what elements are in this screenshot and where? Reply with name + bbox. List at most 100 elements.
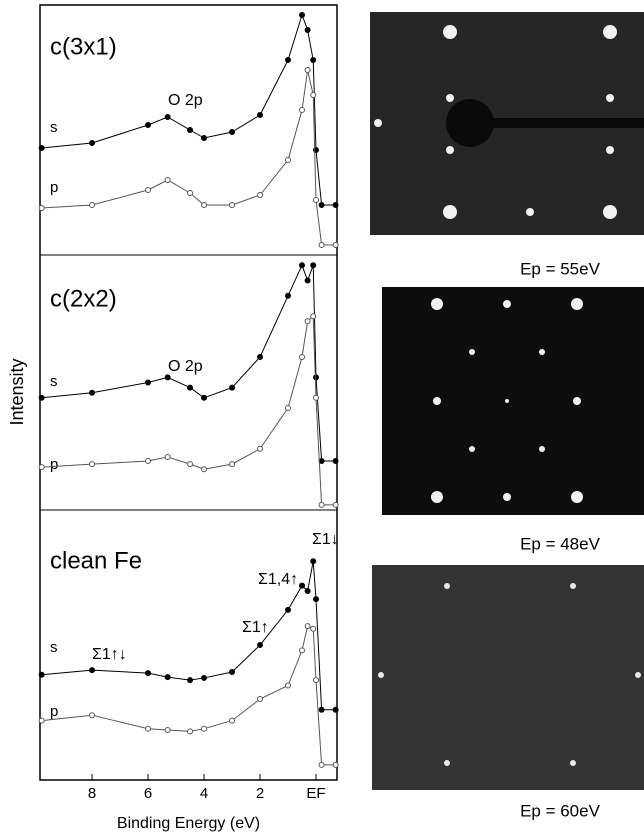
x-tick-label: 8 [88, 785, 96, 802]
panel-title: c(2x2) [50, 285, 117, 312]
data-point [89, 140, 96, 146]
data-point [310, 262, 317, 269]
data-point [145, 725, 152, 732]
data-point [318, 501, 325, 508]
data-point [229, 202, 236, 208]
data-point [299, 582, 306, 589]
x-tick-label: 2 [256, 785, 264, 802]
data-point [313, 596, 320, 603]
data-point [257, 354, 264, 360]
data-point [299, 354, 306, 360]
annotation: Σ1,4↑ [258, 571, 298, 588]
data-point [299, 262, 306, 269]
data-point [332, 242, 339, 248]
x-tick-label: 4 [200, 785, 208, 802]
data-point [257, 445, 264, 452]
x-axis-label: Binding Energy (eV) [117, 815, 260, 832]
data-point [187, 728, 194, 735]
data-point [201, 394, 208, 401]
data-point [229, 669, 236, 675]
data-point [187, 190, 194, 196]
data-point [285, 606, 292, 613]
series-label: p [50, 179, 58, 196]
series-label: s [50, 119, 58, 136]
panel-title: c(3x1) [50, 33, 117, 60]
data-point [299, 12, 306, 18]
series-line [41, 625, 336, 766]
data-point [201, 725, 208, 732]
annotation: O 2p [168, 358, 203, 375]
data-point [145, 379, 152, 386]
series-label: p [50, 456, 58, 473]
data-point [89, 461, 96, 468]
data-point [229, 717, 236, 724]
data-point [187, 127, 194, 133]
data-point [304, 277, 311, 284]
data-point [38, 394, 45, 401]
data-point [304, 588, 311, 594]
leed-image [382, 287, 644, 515]
data-point [285, 157, 292, 163]
data-point [285, 682, 292, 689]
annotation: Σ1↑↓ [92, 646, 127, 663]
annotation: Σ1↓ [312, 531, 339, 548]
data-point [257, 642, 264, 648]
data-point [313, 197, 320, 203]
data-point [285, 405, 292, 411]
data-point [257, 112, 264, 118]
data-point [257, 696, 264, 702]
data-point [89, 667, 96, 674]
panel-title: clean Fe [50, 547, 142, 574]
data-point [145, 670, 152, 677]
data-point [257, 192, 264, 198]
image-caption: Ep = 48eV [520, 534, 601, 553]
data-point [187, 677, 194, 684]
data-point [164, 177, 171, 183]
data-point [304, 623, 311, 630]
data-point [313, 677, 320, 684]
plot-frame [39, 4, 338, 781]
data-point [38, 205, 45, 211]
data-point [145, 187, 152, 193]
data-point [229, 461, 236, 468]
data-point [38, 464, 45, 471]
data-point [201, 674, 208, 681]
data-point [38, 717, 45, 724]
data-point [164, 674, 171, 681]
data-point [313, 394, 320, 401]
data-point [201, 202, 208, 208]
data-point [332, 202, 339, 208]
data-point [201, 466, 208, 473]
data-point [89, 202, 96, 208]
data-point [332, 501, 339, 508]
data-point [332, 761, 339, 768]
data-point [318, 242, 325, 248]
data-point [145, 122, 152, 128]
x-tick-label: EF [306, 785, 325, 802]
series-label: s [50, 373, 58, 390]
data-point [229, 129, 236, 135]
annotation: Σ1↑ [242, 619, 269, 636]
data-point [304, 27, 311, 33]
data-point [145, 458, 152, 465]
data-point [310, 558, 317, 565]
data-point [304, 67, 311, 73]
data-point [310, 57, 317, 63]
data-point [164, 453, 171, 460]
data-point [318, 706, 325, 713]
data-point [318, 202, 325, 208]
series-label: s [50, 639, 58, 656]
data-point [285, 57, 292, 63]
data-point [38, 145, 45, 151]
data-point [285, 292, 292, 299]
data-point [164, 374, 171, 381]
leed-image [370, 12, 644, 235]
data-point [187, 461, 194, 468]
data-point [164, 114, 171, 120]
data-point [164, 727, 171, 734]
data-point [313, 374, 320, 381]
image-caption: Ep = 55eV [520, 259, 601, 278]
data-point [318, 761, 325, 768]
data-point [38, 671, 45, 678]
